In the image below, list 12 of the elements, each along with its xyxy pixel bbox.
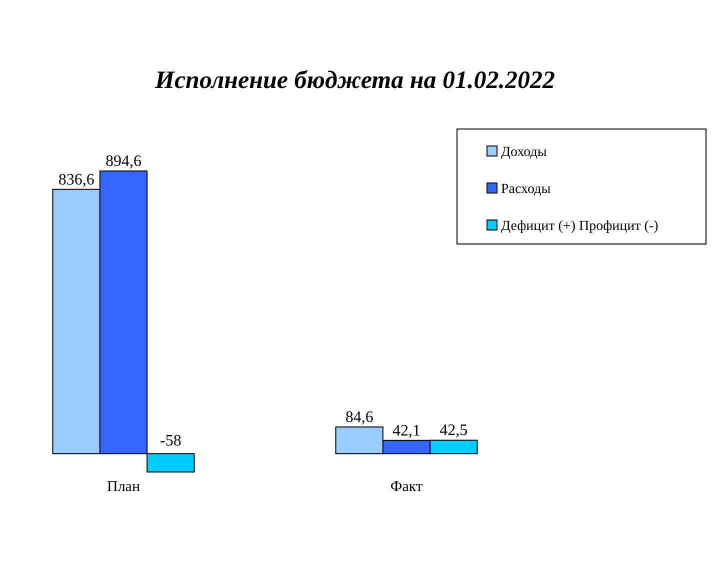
legend-label: Расходы — [501, 182, 552, 197]
data-label: 894,6 — [106, 153, 142, 170]
x-tick-label: Факт — [390, 479, 424, 495]
data-label: 42,5 — [440, 422, 468, 440]
data-label: 42,1 — [392, 422, 420, 440]
legend-label: Дефицит (+) Профицит (-) — [501, 219, 659, 234]
x-tick-label: План — [106, 479, 140, 495]
data-label: -58 — [160, 432, 182, 450]
chart-title: Исполнение бюджета на 01.02.2022 — [154, 67, 555, 94]
data-label: 84,6 — [345, 408, 374, 426]
data-label: 836,6 — [58, 171, 94, 188]
legend-label: Доходы — [501, 145, 548, 160]
